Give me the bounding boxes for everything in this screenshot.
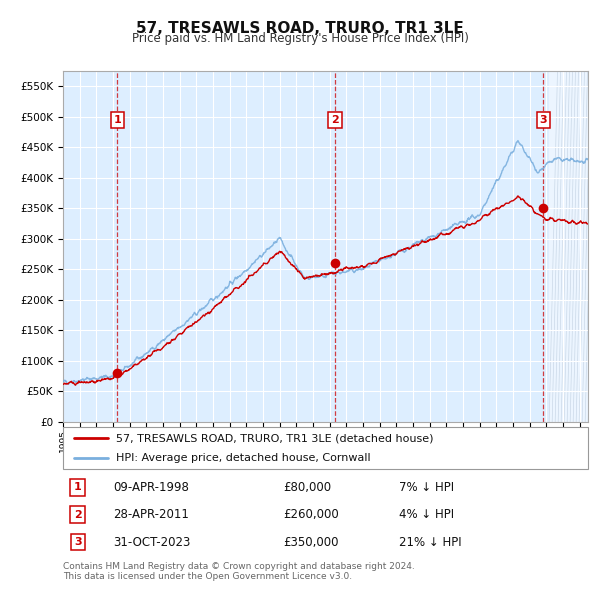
FancyBboxPatch shape (63, 427, 588, 469)
Text: £260,000: £260,000 (284, 508, 339, 522)
Text: 28-APR-2011: 28-APR-2011 (113, 508, 189, 522)
Text: 1: 1 (113, 115, 121, 125)
Text: £80,000: £80,000 (284, 481, 332, 494)
Text: 21% ↓ HPI: 21% ↓ HPI (399, 536, 461, 549)
Text: 57, TRESAWLS ROAD, TRURO, TR1 3LE: 57, TRESAWLS ROAD, TRURO, TR1 3LE (136, 21, 464, 35)
Text: 4% ↓ HPI: 4% ↓ HPI (399, 508, 454, 522)
Text: 1: 1 (74, 483, 82, 493)
Text: 2: 2 (74, 510, 82, 520)
Text: Contains HM Land Registry data © Crown copyright and database right 2024.
This d: Contains HM Land Registry data © Crown c… (63, 562, 415, 581)
Text: Price paid vs. HM Land Registry's House Price Index (HPI): Price paid vs. HM Land Registry's House … (131, 32, 469, 45)
Text: HPI: Average price, detached house, Cornwall: HPI: Average price, detached house, Corn… (115, 453, 370, 463)
Text: 57, TRESAWLS ROAD, TRURO, TR1 3LE (detached house): 57, TRESAWLS ROAD, TRURO, TR1 3LE (detac… (115, 433, 433, 443)
Text: 09-APR-1998: 09-APR-1998 (113, 481, 189, 494)
Text: 31-OCT-2023: 31-OCT-2023 (113, 536, 190, 549)
Text: 3: 3 (539, 115, 547, 125)
Text: £350,000: £350,000 (284, 536, 339, 549)
Text: 7% ↓ HPI: 7% ↓ HPI (399, 481, 454, 494)
Text: 2: 2 (331, 115, 339, 125)
Text: 3: 3 (74, 537, 82, 547)
